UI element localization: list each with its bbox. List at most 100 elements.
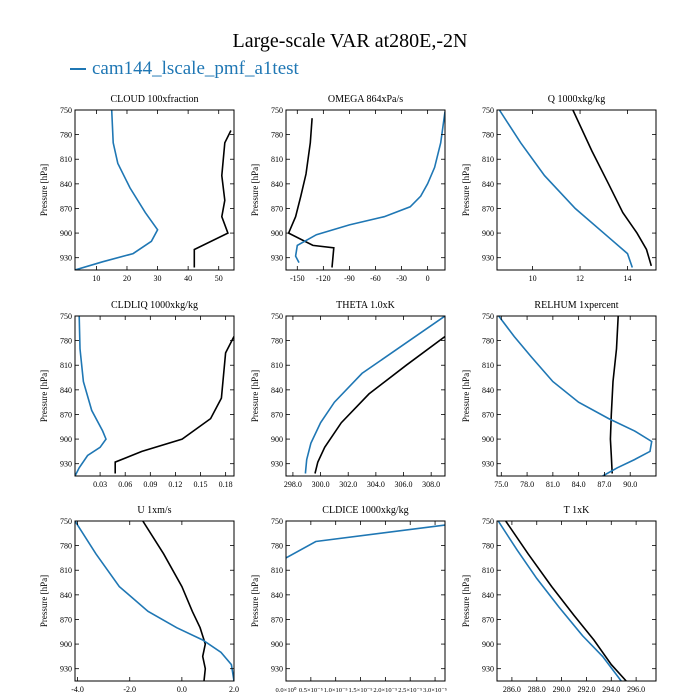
y-axis-label: Pressure [hPa] [461, 164, 471, 216]
y-tick-label: 780 [482, 131, 494, 140]
y-axis-label: Pressure [hPa] [250, 575, 260, 627]
y-tick-label: 930 [271, 665, 283, 674]
panel-frame [496, 520, 657, 682]
y-tick-label: 840 [482, 591, 494, 600]
x-tick-label: -150 [290, 274, 305, 283]
y-tick-label: 840 [271, 180, 283, 189]
y-axis-label: Pressure [hPa] [250, 370, 260, 422]
y-tick-label: 900 [271, 229, 283, 238]
x-tick-label: 306.0 [395, 480, 413, 489]
y-tick-label: 810 [482, 155, 494, 164]
x-tick-label: 288.0 [528, 685, 546, 694]
panel-frame [496, 315, 657, 477]
panel-title: T 1xK [564, 505, 590, 516]
y-tick-label: 810 [271, 566, 283, 575]
x-tick-label: 1.0×10⁻⁵ [324, 687, 348, 694]
y-tick-label: 780 [271, 337, 283, 346]
y-tick-label: 780 [482, 337, 494, 346]
y-tick-label: 750 [271, 106, 283, 115]
y-tick-label: 780 [60, 131, 72, 140]
series-line-2 [304, 316, 445, 474]
y-tick-label: 900 [482, 640, 494, 649]
y-tick-label: 810 [60, 361, 72, 370]
y-tick-label: 840 [60, 591, 72, 600]
y-tick-label: 840 [271, 386, 283, 395]
y-tick-label: 780 [271, 542, 283, 551]
x-tick-label: 304.0 [367, 480, 385, 489]
y-tick-label: 870 [60, 615, 72, 624]
x-tick-label: -4.0 [71, 685, 84, 694]
panel-frame [285, 109, 446, 271]
x-tick-label: 30 [154, 274, 162, 283]
panel-3: Q 1000xkg/kg 750 780 810 840 870 900 930 10 12 14 P… [461, 94, 657, 283]
x-tick-label: 84.0 [572, 480, 586, 489]
x-tick-label: 286.0 [503, 685, 521, 694]
y-tick-label: 750 [482, 517, 494, 526]
x-tick-label: -2.0 [123, 685, 136, 694]
panel-title: OMEGA 864xPa/s [328, 94, 403, 105]
series-line-2 [75, 316, 107, 476]
y-tick-label: 810 [271, 361, 283, 370]
y-tick-label: 900 [60, 229, 72, 238]
y-tick-label: 900 [60, 640, 72, 649]
series-line-1 [114, 336, 234, 474]
y-axis-label: Pressure [hPa] [461, 575, 471, 627]
x-tick-label: 10 [529, 274, 537, 283]
figure-title: Large-scale VAR at280E,-2N [232, 30, 468, 52]
x-tick-label: 298.0 [284, 480, 302, 489]
x-tick-label: 300.0 [312, 480, 330, 489]
panel-frame [74, 315, 235, 477]
y-tick-label: 750 [271, 517, 283, 526]
x-tick-label: -30 [396, 274, 407, 283]
x-tick-label: 3.0×10⁻⁵ [423, 687, 447, 694]
y-tick-label: 900 [482, 435, 494, 444]
y-tick-label: 870 [482, 615, 494, 624]
panel-4: CLDLIQ 1000xkg/kg 750 780 810 840 870 900 930 0.… [39, 300, 235, 489]
y-tick-label: 870 [482, 410, 494, 419]
x-tick-label: -90 [344, 274, 355, 283]
legend-label: cam144_lscale_pmf_a1test [92, 58, 299, 79]
series-line-2 [294, 111, 445, 263]
y-axis-label: Pressure [hPa] [39, 370, 49, 422]
x-tick-label: 292.0 [577, 685, 595, 694]
y-tick-label: 840 [482, 180, 494, 189]
panel-title: RELHUM 1xpercent [534, 300, 618, 311]
y-tick-label: 870 [482, 204, 494, 213]
series-line-2 [75, 521, 234, 681]
y-tick-label: 810 [482, 566, 494, 575]
x-tick-label: 0.0 [177, 685, 187, 694]
y-tick-label: 900 [271, 640, 283, 649]
x-tick-label: 87.0 [597, 480, 611, 489]
legend-line-swatch [70, 67, 86, 70]
y-tick-label: 930 [60, 254, 72, 263]
x-tick-label: 78.0 [520, 480, 534, 489]
y-axis-label: Pressure [hPa] [39, 164, 49, 216]
panel-frame [285, 315, 446, 477]
x-tick-label: 50 [215, 274, 223, 283]
x-tick-label: -60 [370, 274, 381, 283]
panel-frame [496, 109, 657, 271]
x-tick-label: 10 [92, 274, 100, 283]
x-tick-label: 0.09 [143, 480, 157, 489]
y-tick-label: 930 [271, 460, 283, 469]
series-line-1 [505, 521, 627, 681]
y-tick-label: 840 [482, 386, 494, 395]
y-tick-label: 780 [60, 337, 72, 346]
series-line-1 [314, 335, 445, 474]
x-tick-label: 294.0 [602, 685, 620, 694]
y-tick-label: 750 [482, 106, 494, 115]
y-tick-label: 930 [482, 254, 494, 263]
y-tick-label: 840 [271, 591, 283, 600]
panel-title: CLDICE 1000xkg/kg [322, 505, 408, 516]
x-tick-label: 2.0 [229, 685, 239, 694]
y-tick-label: 840 [60, 180, 72, 189]
x-tick-label: 1.5×10⁻⁵ [349, 687, 373, 694]
x-tick-label: 40 [184, 274, 192, 283]
x-tick-label: 296.0 [627, 685, 645, 694]
x-tick-label: 0.15 [194, 480, 208, 489]
x-tick-label: 75.0 [494, 480, 508, 489]
x-tick-label: 308.0 [422, 480, 440, 489]
x-tick-label: 302.0 [339, 480, 357, 489]
x-tick-label: -120 [316, 274, 331, 283]
